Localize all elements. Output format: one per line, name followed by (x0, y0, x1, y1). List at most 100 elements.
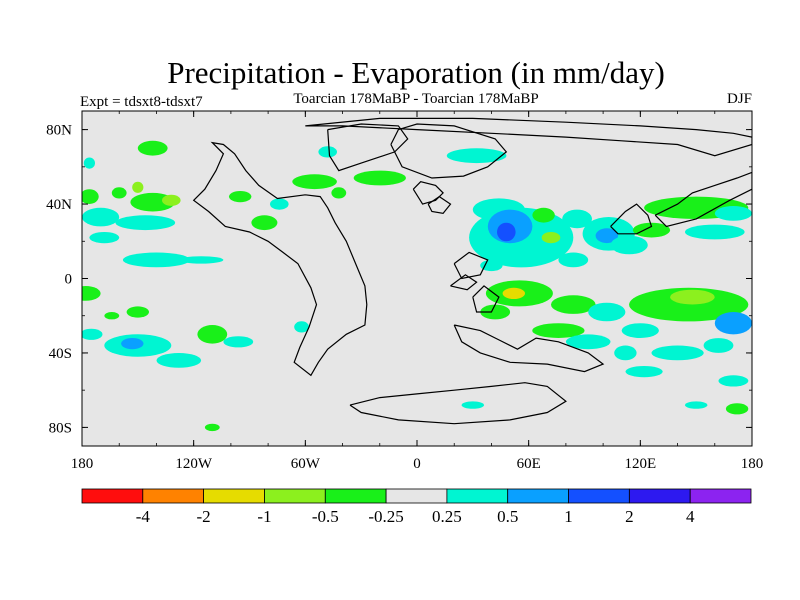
colorbar-level-label: 0.5 (497, 507, 518, 526)
contour-region-13 (229, 191, 252, 203)
colorbar-level-label: 1 (564, 507, 573, 526)
x-axis: 180 120W 60W 0 60E 120E 180 (71, 111, 764, 472)
contour-region-25 (197, 325, 228, 344)
contour-region-29 (294, 321, 309, 333)
colorbar-level-label: -0.25 (368, 507, 403, 526)
coastline-9 (453, 324, 605, 373)
contour-region-60 (651, 345, 704, 361)
contour-region-28 (204, 423, 220, 432)
contour-region-16 (292, 174, 337, 190)
colorbar-level-label: -4 (136, 507, 151, 526)
contour-region-10 (89, 232, 120, 244)
contour-region-20 (104, 312, 120, 320)
contour-region-54 (670, 289, 715, 305)
contour-region-15 (270, 198, 289, 210)
contour-region-64 (685, 401, 708, 409)
chart-title: Precipitation - Evaporation (in mm/day) (167, 55, 665, 90)
contour-region-11 (122, 252, 190, 268)
contour-region-17 (331, 187, 347, 199)
contour-fills (82, 140, 752, 432)
colorbar-swatch-8 (507, 488, 569, 504)
contour-region-30 (446, 148, 507, 164)
y-tick-label: 80S (49, 420, 72, 436)
contour-region-62 (625, 366, 663, 378)
x-tick-label: 120E (624, 456, 656, 472)
contour-region-2 (83, 157, 95, 169)
colorbar-level-label: -1 (257, 507, 271, 526)
contour-region-52 (588, 302, 626, 322)
contour-region-57 (532, 323, 585, 338)
contour-region-3 (82, 189, 99, 204)
contour-region-53 (629, 287, 749, 322)
contour-region-55 (714, 312, 752, 335)
contour-region-5 (132, 181, 144, 193)
contour-region-37 (541, 232, 561, 244)
contour-region-31 (353, 170, 406, 186)
contour-region-8 (82, 207, 120, 227)
contour-region-18 (318, 146, 338, 158)
contour-region-61 (703, 338, 734, 353)
colorbar-level-label: -2 (197, 507, 211, 526)
contour-region-24 (121, 338, 144, 350)
contour-region-22 (82, 328, 103, 340)
colorbar-level-label: -0.5 (312, 507, 339, 526)
contour-region-42 (558, 252, 589, 268)
contour-region-26 (156, 353, 202, 368)
colorbar-swatch-9 (568, 488, 630, 504)
colorbar-swatch-10 (629, 488, 691, 504)
colorbar-swatch-3 (203, 488, 265, 504)
y-axis: 80N 40N 0 40S 80S (46, 123, 752, 436)
contour-region-35 (497, 222, 516, 242)
right-subtitle: DJF (727, 91, 752, 107)
coastline-5 (427, 195, 452, 215)
coastline-8 (472, 285, 500, 313)
colorbar-swatch-4 (264, 488, 326, 504)
contour-region-59 (614, 345, 637, 361)
y-tick-label: 40N (46, 197, 72, 213)
coastline-13 (305, 117, 752, 157)
contour-region-46 (714, 206, 752, 221)
x-tick-label: 0 (413, 456, 421, 472)
x-tick-label: 180 (71, 456, 94, 472)
contour-region-1 (137, 140, 168, 156)
x-tick-label: 60E (517, 456, 541, 472)
contour-region-27 (223, 336, 254, 348)
contour-region-4 (111, 187, 127, 199)
contour-region-36 (532, 207, 555, 223)
y-tick-label: 80N (46, 123, 72, 139)
contour-region-41 (610, 235, 648, 255)
y-tick-label: 40S (49, 346, 72, 362)
colorbar-swatch-11 (689, 488, 752, 504)
colorbar-swatch-1 (81, 488, 144, 504)
map-plot-area (81, 110, 753, 447)
colorbar: -4 -2 -1 -0.5 -0.25 0.25 0.5 1 2 4 (81, 488, 752, 526)
contour-region-66 (461, 401, 484, 409)
coastline-3 (390, 123, 508, 179)
coastline-4 (412, 181, 444, 205)
contour-region-50 (480, 304, 511, 320)
map-background (82, 111, 752, 446)
coastline-11 (610, 203, 653, 235)
y-tick-label: 0 (65, 272, 73, 288)
contour-region-43 (632, 222, 671, 238)
coastline-6 (453, 251, 489, 280)
contour-region-9 (115, 215, 176, 231)
colorbar-swatch-6 (385, 488, 448, 504)
x-tick-label: 180 (741, 456, 764, 472)
center-subtitle: Toarcian 178MaBP - Toarcian 178MaBP (293, 91, 538, 107)
coastline-7 (450, 274, 478, 291)
x-tick-label: 60W (291, 456, 321, 472)
contour-region-14 (251, 215, 278, 231)
colorbar-level-label: 0.25 (432, 507, 462, 526)
colorbar-swatch-7 (446, 488, 509, 504)
contour-region-49 (502, 287, 525, 299)
colorbar-level-label: 4 (686, 507, 695, 526)
contour-region-58 (565, 334, 611, 350)
contour-region-40 (595, 228, 618, 244)
coastline-12 (654, 171, 752, 228)
contour-region-51 (551, 295, 596, 314)
colorbar-level-label: 2 (625, 507, 634, 526)
contour-region-45 (685, 224, 745, 240)
contour-region-7 (162, 194, 181, 206)
